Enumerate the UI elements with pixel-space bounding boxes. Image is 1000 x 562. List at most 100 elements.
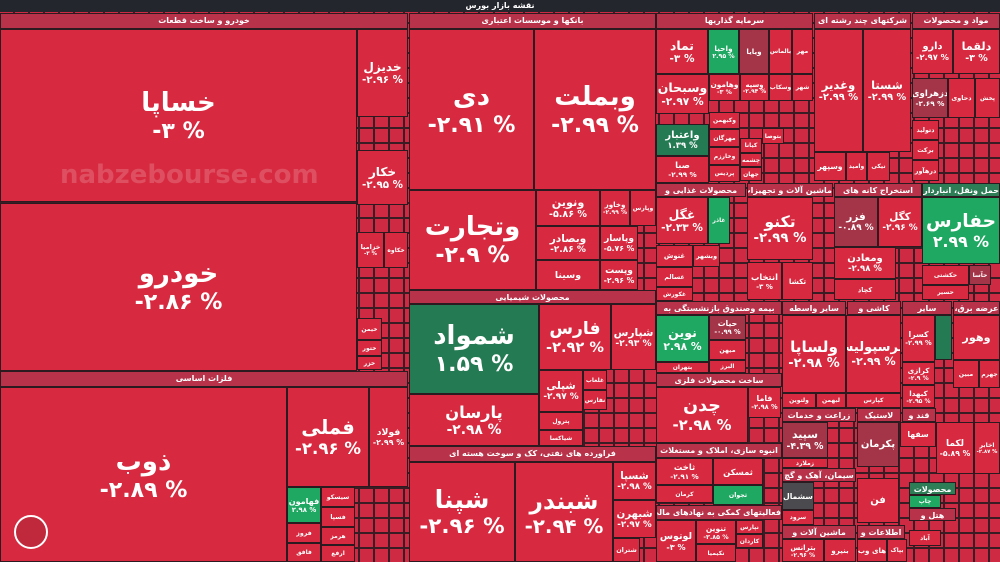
sector-header[interactable]: استخراج کانه های — [834, 183, 922, 197]
sector-header[interactable]: قند و — [902, 408, 936, 422]
stock-tile[interactable]: خزر — [357, 356, 382, 370]
stock-tile[interactable]: دتولید — [912, 120, 939, 140]
stock-tile[interactable]: هرمز — [321, 527, 355, 545]
stock-tile[interactable]: غنوش — [656, 245, 693, 267]
stock-tile[interactable]: شهر — [792, 74, 813, 101]
sector-header[interactable]: بیمه وصندوق بازنشستگی به — [656, 301, 782, 315]
stock-tile[interactable]: سیسکو — [321, 487, 355, 507]
stock-tile[interactable]: کپارس — [846, 393, 901, 408]
stock-tile[interactable]: خدیزل -۲.۹۶ % — [357, 29, 408, 117]
stock-tile[interactable]: وسبحان -۲.۹۷ % — [656, 74, 709, 114]
sector-header[interactable]: ماشین آلات و — [782, 525, 856, 539]
stock-tile[interactable]: بنیرو — [824, 539, 856, 562]
stock-tile[interactable]: وبصادر -۲.۸۶ % — [536, 226, 600, 260]
sector-header[interactable]: خودرو و ساخت قطعات — [0, 13, 408, 29]
stock-tile[interactable]: فسپا — [321, 507, 355, 527]
stock-tile[interactable]: فافق — [287, 543, 321, 562]
stock-tile[interactable]: حآسا — [969, 265, 991, 285]
stock-tile[interactable]: بتهران — [656, 362, 709, 373]
stock-tile[interactable]: وخاور -۲.۹۹ % — [600, 190, 630, 226]
stock-tile[interactable]: ویایا — [739, 29, 769, 74]
stock-tile[interactable]: تکشا — [782, 262, 813, 300]
stock-tile[interactable]: پخش — [975, 78, 1000, 118]
stock-tile[interactable]: شسپا -۲.۹۸ % — [613, 462, 656, 500]
sector-header[interactable]: عرضه برق، — [953, 301, 1000, 315]
stock-tile[interactable]: ولتوین — [782, 393, 816, 408]
stock-tile[interactable]: واعتبار ۱.۳۹ % — [656, 124, 709, 156]
stock-tile[interactable]: لبهمن — [816, 393, 846, 408]
sector-header[interactable]: انبوه سازی، املاک و مستغلات — [656, 443, 782, 458]
stock-tile[interactable]: میهن — [709, 340, 746, 360]
stock-tile[interactable]: بالماس — [769, 29, 792, 74]
stock-tile[interactable]: شپلی -۲.۹۷ % — [539, 370, 583, 412]
stock-tile[interactable]: پارسان -۲.۹۸ % — [409, 394, 539, 446]
sector-header[interactable]: زراعت و خدمات — [782, 408, 856, 422]
stock-tile[interactable]: البرز — [709, 360, 746, 373]
stock-tile[interactable]: بتوصا — [762, 128, 784, 144]
stock-tile[interactable]: وپست -۲.۹۶ % — [600, 260, 638, 290]
stock-tile[interactable]: سرود — [782, 510, 814, 525]
stock-tile[interactable]: غلعاب — [583, 370, 607, 390]
stock-tile[interactable]: فولاد -۲.۹۹ % — [369, 387, 408, 487]
sector-header[interactable]: فعالیتهای کمکی به نهادهای مالی — [656, 505, 782, 520]
stock-tile[interactable]: کبهدا -۲.۹۵ % — [902, 385, 935, 408]
stock-tile[interactable]: ثمسکن — [713, 458, 763, 485]
sector-header[interactable]: فراورده های نفتی، کک و سوخت هسته ای — [409, 446, 656, 462]
stock-tile[interactable]: لوتوس -۳ % — [656, 520, 696, 562]
stock-tile[interactable]: وبملت -۲.۹۹ % — [534, 29, 656, 190]
stock-tile[interactable]: سفها — [900, 422, 936, 447]
stock-tile[interactable]: چدن -۲.۹۸ % — [656, 387, 748, 443]
stock-tile[interactable]: کچاد — [834, 279, 896, 300]
stock-tile[interactable]: لکما -۵.۸۹ % — [936, 422, 974, 474]
stock-tile[interactable]: تنوین -۲.۸۵ % — [696, 520, 736, 544]
stock-tile[interactable]: وتجارت -۲.۹ % — [409, 190, 536, 290]
stock-tile[interactable]: وسپهر — [814, 152, 846, 181]
stock-tile[interactable]: دزهراوی -۲.۶۹ % — [912, 78, 948, 118]
stock-tile[interactable]: کیانا — [740, 138, 762, 153]
stock-tile[interactable]: وبشهر — [693, 245, 720, 267]
sector-header[interactable]: حمل ونقل، انبارداری — [922, 183, 1000, 197]
stock-tile[interactable]: دی -۲.۹۱ % — [409, 29, 534, 190]
sector-header[interactable]: فلزات اساسی — [0, 371, 408, 387]
stock-tile[interactable]: چاپ — [909, 495, 941, 508]
stock-tile[interactable]: حکشتی — [922, 265, 969, 285]
stock-tile[interactable]: فاما -۲.۹۸ % — [748, 387, 781, 418]
sector-header[interactable]: بانکها و موسسات اعتباری — [409, 13, 656, 29]
stock-tile[interactable]: فن — [857, 478, 899, 523]
stock-tile[interactable]: دلقما -۳ % — [953, 29, 1000, 74]
stock-tile[interactable]: پکرمان — [857, 422, 899, 467]
stock-tile[interactable]: خودرو -۲.۸۶ % — [0, 203, 357, 371]
sector-header[interactable]: محصولات غذایی و — [656, 183, 746, 197]
stock-tile[interactable]: سشمال — [782, 482, 814, 510]
stock-tile[interactable]: فزر -۰.۸۹ % — [834, 197, 878, 247]
stock-tile[interactable]: نکیمیا — [696, 544, 736, 562]
stock-tile[interactable]: نفارس — [583, 390, 607, 410]
sector-header[interactable]: شرکتهای چند رشته ای — [814, 13, 911, 29]
sector-header[interactable]: هتل و — [909, 508, 956, 521]
stock-tile[interactable]: خزامیا -۳ % — [357, 232, 384, 268]
stock-tile[interactable]: وپارس — [630, 190, 656, 226]
stock-tile[interactable]: چشمه — [740, 153, 762, 167]
stock-tile[interactable]: وغدیر -۲.۹۹ % — [814, 29, 863, 152]
stock-tile[interactable]: وسکاب — [769, 74, 792, 101]
stock-tile[interactable]: کسرا -۲.۹۹ % — [902, 315, 935, 362]
stock-tile[interactable]: خساپا -۳ % — [0, 29, 357, 202]
stock-tile[interactable]: کپرسپولیس-۲.۹۹ % — [846, 315, 901, 393]
stock-tile[interactable]: وکبهمن — [709, 112, 740, 129]
stock-tile[interactable]: کرازی -۲.۹ % — [902, 362, 935, 385]
stock-tile[interactable]: دحاوی — [948, 78, 975, 118]
sector-header[interactable]: ماشین آلات و تجهیزات — [747, 183, 833, 197]
stock-tile[interactable]: وخارزم — [709, 147, 740, 165]
stock-tile[interactable]: واحیا ۲.۹۵ % — [708, 29, 739, 74]
stock-tile[interactable]: حیات -۰.۹۹ % — [709, 315, 746, 340]
stock-tile[interactable]: کگل -۲.۹۶ % — [878, 197, 922, 247]
stock-tile[interactable]: خکار -۲.۹۵ % — [357, 150, 408, 205]
stock-tile[interactable] — [935, 315, 952, 360]
stock-tile[interactable]: زملارد — [782, 458, 828, 468]
stock-tile[interactable]: انتخاب -۳ % — [747, 262, 782, 300]
stock-tile[interactable]: درهآور — [912, 160, 939, 181]
stock-tile[interactable]: ارفع — [321, 545, 355, 562]
stock-tile[interactable]: شپنا -۲.۹۶ % — [409, 462, 515, 562]
stock-tile[interactable]: دارو -۲.۹۷ % — [912, 29, 953, 74]
stock-tile[interactable]: شیاکسا — [539, 430, 583, 446]
